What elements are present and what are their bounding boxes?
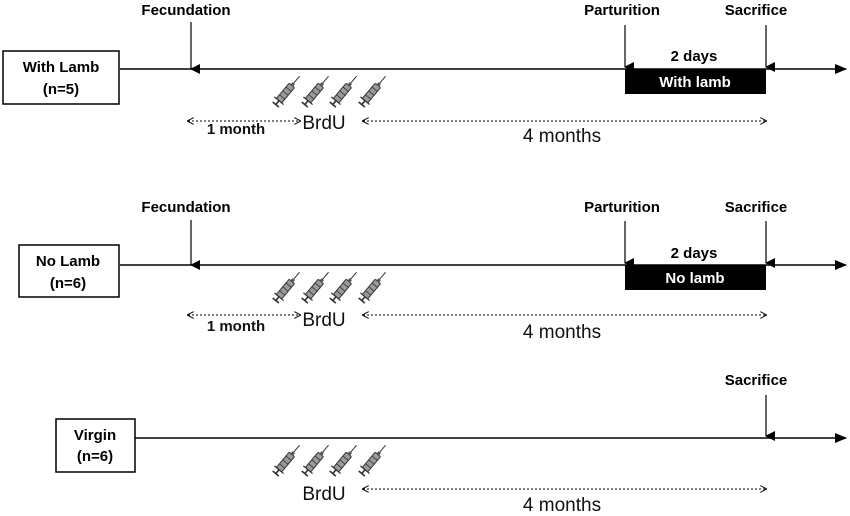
panel-with-lamb: With Lamb (n=5) Fecundation Parturition … bbox=[2, 2, 847, 147]
panel-no-lamb: No Lamb (n=6) Fecundation Parturition Sa… bbox=[18, 199, 847, 343]
syringe-icon bbox=[270, 267, 305, 306]
syringe-icon bbox=[299, 71, 334, 110]
injection-group bbox=[270, 440, 391, 479]
syringe-icon bbox=[327, 267, 362, 306]
parturition-label: Parturition bbox=[584, 199, 660, 216]
syringe-icon bbox=[299, 440, 334, 479]
parturition-label: Parturition bbox=[584, 2, 660, 19]
fecundation-label: Fecundation bbox=[141, 199, 230, 216]
injection-label: BrdU bbox=[302, 484, 345, 505]
post-partum-condition: No lamb bbox=[665, 270, 724, 287]
syringe-icon bbox=[356, 267, 391, 306]
syringe-icon bbox=[299, 267, 334, 306]
chase-interval-label: 4 months bbox=[523, 495, 601, 516]
first-interval-label: 1 month bbox=[207, 318, 265, 335]
post-partum-condition: With lamb bbox=[659, 74, 731, 91]
injection-group bbox=[270, 267, 391, 306]
group-name: With Lamb bbox=[23, 59, 100, 76]
syringe-icon bbox=[356, 71, 391, 110]
group-n: (n=5) bbox=[43, 81, 79, 98]
chase-interval-label: 4 months bbox=[523, 322, 601, 343]
syringe-icon bbox=[270, 440, 305, 479]
sacrifice-label: Sacrifice bbox=[725, 2, 788, 19]
group-box bbox=[18, 244, 120, 298]
injection-label: BrdU bbox=[302, 113, 345, 134]
syringe-icon bbox=[270, 71, 305, 110]
sacrifice-label: Sacrifice bbox=[725, 199, 788, 216]
first-interval-label: 1 month bbox=[207, 121, 265, 138]
sacrifice-label: Sacrifice bbox=[725, 372, 788, 389]
fecundation-label: Fecundation bbox=[141, 2, 230, 19]
group-name: No Lamb bbox=[36, 253, 100, 270]
syringe-icon bbox=[327, 440, 362, 479]
group-n: (n=6) bbox=[50, 275, 86, 292]
injection-group bbox=[270, 71, 391, 110]
post-partum-duration: 2 days bbox=[671, 48, 718, 65]
group-name: Virgin bbox=[74, 427, 116, 444]
post-partum-bar bbox=[625, 265, 766, 290]
group-box bbox=[55, 418, 136, 473]
post-partum-bar bbox=[625, 69, 766, 94]
group-n: (n=6) bbox=[77, 448, 113, 465]
post-partum-duration: 2 days bbox=[671, 245, 718, 262]
group-box bbox=[2, 50, 120, 105]
chase-interval-label: 4 months bbox=[523, 126, 601, 147]
panel-virgin: Virgin (n=6) Sacrifice BrdU 4 months bbox=[55, 372, 847, 516]
syringe-icon bbox=[327, 71, 362, 110]
injection-label: BrdU bbox=[302, 310, 345, 331]
syringe-icon bbox=[356, 440, 391, 479]
